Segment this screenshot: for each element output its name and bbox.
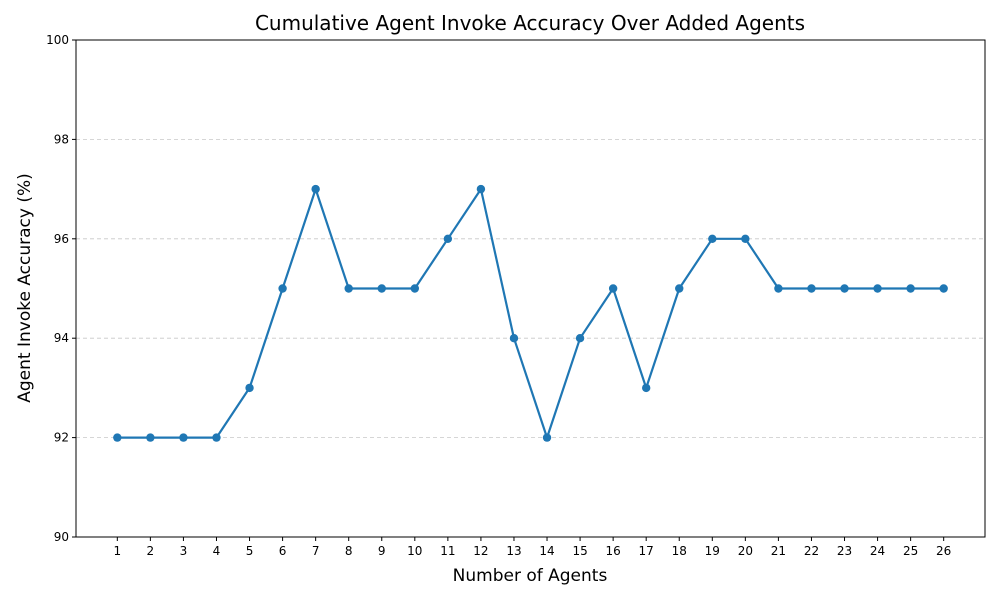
plot-area-frame [75, 39, 986, 538]
x-tick-label: 10 [407, 544, 422, 558]
data-point [476, 184, 486, 194]
x-tick-label: 4 [213, 544, 221, 558]
x-tick-label: 21 [771, 544, 786, 558]
x-tick-label: 26 [936, 544, 951, 558]
data-point [608, 284, 618, 293]
data-point [741, 234, 750, 243]
x-tick-label: 8 [345, 544, 353, 558]
x-tick-label: 25 [903, 544, 918, 558]
x-tick-label: 3 [180, 544, 188, 558]
data-point [774, 284, 783, 293]
x-tick-label: 23 [837, 544, 852, 558]
gridlines [76, 138, 985, 439]
data-point [906, 284, 915, 293]
x-tick-label: 18 [672, 544, 687, 558]
x-tick-label: 9 [378, 544, 386, 558]
data-point [146, 433, 155, 442]
x-axis-label: Number of Agents [453, 566, 608, 586]
y-tick-label: 100 [46, 33, 69, 47]
data-point [245, 383, 254, 393]
x-tick-label: 15 [572, 544, 587, 558]
x-tick-label: 16 [605, 544, 620, 558]
x-axis-ticks: 1 2 3 4 5 6 7 8 9 10 11 12 13 14 15 16 17 18 19 20 21 22 23 24 2… [113, 537, 951, 558]
data-point [675, 284, 684, 293]
data-point [212, 433, 221, 442]
x-tick-label: 14 [539, 544, 554, 558]
data-point [939, 284, 948, 293]
y-tick-label: 96 [54, 232, 69, 246]
series-layer [113, 184, 948, 442]
x-tick-label: 7 [312, 544, 320, 558]
data-point [807, 284, 816, 293]
series-line [116, 188, 945, 439]
x-tick-label: 12 [473, 544, 488, 558]
x-tick-label: 20 [738, 544, 753, 558]
y-tick-label: 92 [54, 431, 69, 445]
data-point [575, 334, 585, 343]
data-point [840, 284, 849, 293]
x-tick-label: 6 [279, 544, 287, 558]
x-tick-label: 19 [705, 544, 720, 558]
x-tick-label: 1 [113, 544, 121, 558]
data-point [708, 234, 717, 243]
y-tick-label: 98 [54, 132, 69, 146]
data-point [509, 334, 519, 343]
x-tick-label: 11 [440, 544, 455, 558]
data-point [443, 234, 453, 243]
y-axis-label: Agent Invoke Accuracy (%) [15, 173, 35, 403]
data-point [542, 433, 552, 442]
data-point [410, 284, 420, 293]
data-point [179, 433, 188, 442]
y-tick-label: 94 [54, 331, 69, 345]
y-axis-ticks: 90 92 94 96 98 100 [46, 33, 76, 544]
x-tick-label: 5 [246, 544, 254, 558]
data-point [344, 284, 353, 293]
data-point [377, 284, 386, 293]
data-point [641, 383, 651, 393]
data-point [113, 433, 122, 442]
x-tick-label: 22 [804, 544, 819, 558]
x-tick-label: 13 [506, 544, 521, 558]
x-tick-label: 24 [870, 544, 885, 558]
data-point [278, 284, 287, 293]
chart-title: Cumulative Agent Invoke Accuracy Over Ad… [255, 11, 805, 35]
data-point [873, 284, 882, 293]
x-tick-label: 2 [147, 544, 155, 558]
data-point [311, 184, 320, 194]
y-tick-label: 90 [54, 530, 69, 544]
x-tick-label: 17 [639, 544, 654, 558]
